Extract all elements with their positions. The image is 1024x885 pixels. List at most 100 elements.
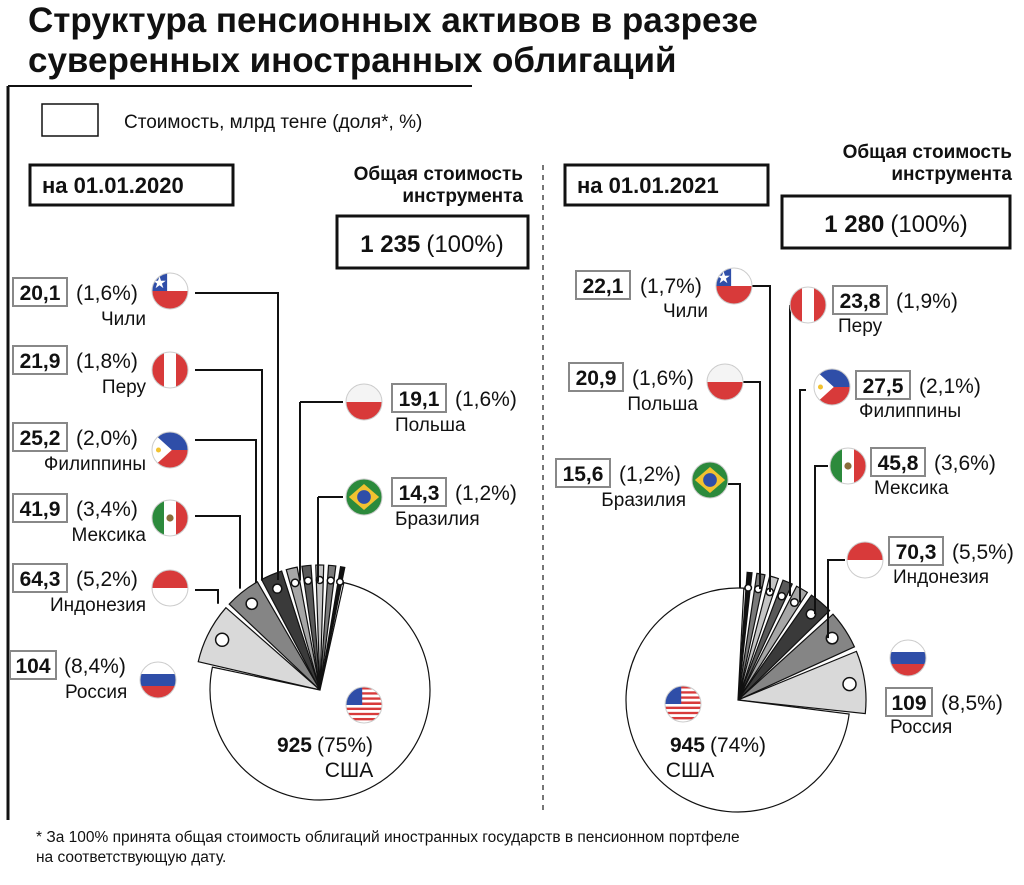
value-box-poland-2021 [568, 362, 624, 392]
leader-line [195, 292, 279, 581]
value-brazil-2020: 14,3 [399, 482, 440, 505]
name-indonesia-2020: Индонезия [50, 595, 146, 616]
slice-brazil-0 [319, 566, 346, 691]
value-mexico-2020: 41,9 [20, 498, 61, 521]
share-russia-2021: (8,5%) [941, 692, 1003, 715]
leader-line [728, 483, 741, 588]
value-poland-2021: 20,9 [576, 367, 617, 390]
name-peru-2021: Перу [838, 316, 883, 337]
value-brazil-2021: 15,6 [563, 463, 604, 486]
slice-poland-0 [319, 564, 337, 691]
total-box-2020 [335, 214, 530, 270]
value-box-poland-2020 [391, 383, 447, 413]
value-chile-2021: 22,1 [583, 275, 624, 298]
value-box-brazil-2021 [555, 458, 611, 488]
footnote-line2: на соответствующую дату. [36, 849, 226, 866]
date-label-2020: на 01.01.2020 [42, 173, 184, 198]
value-chile-2020: 20,1 [20, 282, 61, 305]
value-box-indonesia-2020 [12, 563, 68, 593]
total-label-2021-line2: инструмента [891, 164, 1012, 185]
marker-indonesia-0 [245, 597, 259, 611]
leader-line [752, 285, 771, 592]
value-russia-2020: 104 [15, 655, 50, 678]
value-box-peru-2020 [12, 345, 68, 375]
share-mexico-2020: (3,4%) [76, 498, 138, 521]
name-peru-2020: Перу [102, 377, 147, 398]
slice-mexico-1 [737, 594, 831, 701]
brazil-flag-icon [345, 478, 383, 516]
slice-philippines-0 [285, 566, 321, 691]
value-peru-2020: 21,9 [20, 350, 61, 373]
chile-flag-icon: ★ [151, 272, 189, 310]
slice-brazil-1 [737, 571, 753, 701]
value-box-brazil-2020 [391, 477, 447, 507]
marker-peru-0 [303, 576, 313, 585]
total-value-2020: 1 235 (100%) [360, 231, 503, 258]
total-label-2020-line1: Общая стоимость [354, 164, 523, 185]
value-peru-2021: 23,8 [840, 290, 881, 313]
poland-flag-icon [706, 363, 744, 401]
share-brazil-2020: (1,2%) [455, 482, 517, 505]
name-indonesia-2021: Индонезия [893, 567, 989, 588]
slice-usa-1 [625, 587, 850, 813]
slice-indonesia-1 [737, 613, 856, 701]
value-russia-2021: 109 [891, 692, 926, 715]
leader-line [799, 389, 806, 603]
total-box-2021 [780, 194, 1012, 250]
share-poland-2021: (1,6%) [632, 367, 694, 390]
date-box-2021 [563, 163, 770, 207]
slice-russia-1 [737, 650, 867, 715]
share-philippines-2021: (2,1%) [919, 375, 981, 398]
share-brazil-2021: (1,2%) [619, 463, 681, 486]
name-poland-2020: Польша [395, 415, 466, 436]
name-philippines-2020: Филиппины [44, 454, 146, 475]
pie-chart-2020 [195, 292, 431, 801]
total-label-2021-line1: Общая стоимость [843, 142, 1012, 163]
marker-philippines-0 [290, 578, 300, 588]
slice-philippines-1 [737, 585, 809, 701]
value-indonesia-2021: 70,3 [896, 541, 937, 564]
us-flag-icon [664, 685, 702, 723]
name-chile-2020: Чили [101, 309, 146, 330]
legend-text: Стоимость, млрд тенге (доля*, %) [124, 112, 422, 133]
leader-line [740, 381, 761, 590]
share-peru-2020: (1,8%) [76, 350, 138, 373]
date-box-2020 [28, 163, 235, 207]
chart-title-line1: Структура пенсионных активов в разрезе [28, 1, 758, 40]
pie-chart-2021 [625, 285, 867, 813]
name-brazil-2021: Бразилия [601, 490, 686, 511]
value-poland-2020: 19,1 [399, 388, 440, 411]
total-value-2021: 1 280 (100%) [824, 211, 967, 238]
share-chile-2020: (1,6%) [76, 282, 138, 305]
marker-russia-0 [214, 632, 230, 648]
peru-flag-icon [151, 351, 189, 389]
philippines-flag-icon [151, 431, 189, 469]
slice-peru-0 [301, 564, 321, 691]
name-mexico-2020: Мексика [71, 525, 146, 546]
value-box-mexico-2021 [870, 447, 926, 477]
marker-mexico-0 [271, 583, 283, 594]
name-philippines-2021: Филиппины [859, 401, 961, 422]
value-box-russia-2020 [9, 650, 57, 680]
slice-usa-0 [209, 581, 431, 801]
leader-line [195, 515, 241, 589]
marker-russia-1 [842, 676, 857, 692]
chile-flag-icon: ★ [715, 267, 753, 305]
russia-flag-icon [139, 661, 177, 699]
value-usa-2021: 945 (74%) [670, 734, 766, 757]
value-mexico-2021: 45,8 [878, 452, 919, 475]
slice-russia-0 [197, 606, 321, 691]
share-chile-2021: (1,7%) [640, 275, 702, 298]
share-russia-2020: (8,4%) [64, 655, 126, 678]
date-label-2021: на 01.01.2021 [577, 173, 719, 198]
marker-philippines-1 [789, 597, 799, 608]
marker-brazil-1 [744, 583, 753, 592]
name-russia-2020: Россия [65, 682, 127, 703]
slice-chile-0 [315, 564, 325, 691]
indonesia-flag-icon [151, 569, 189, 607]
leader-line [827, 559, 845, 639]
marker-poland-0 [326, 576, 335, 585]
chart-title-line2: суверенных иностранных облигаций [28, 41, 677, 80]
name-chile-2021: Чили [663, 301, 708, 322]
